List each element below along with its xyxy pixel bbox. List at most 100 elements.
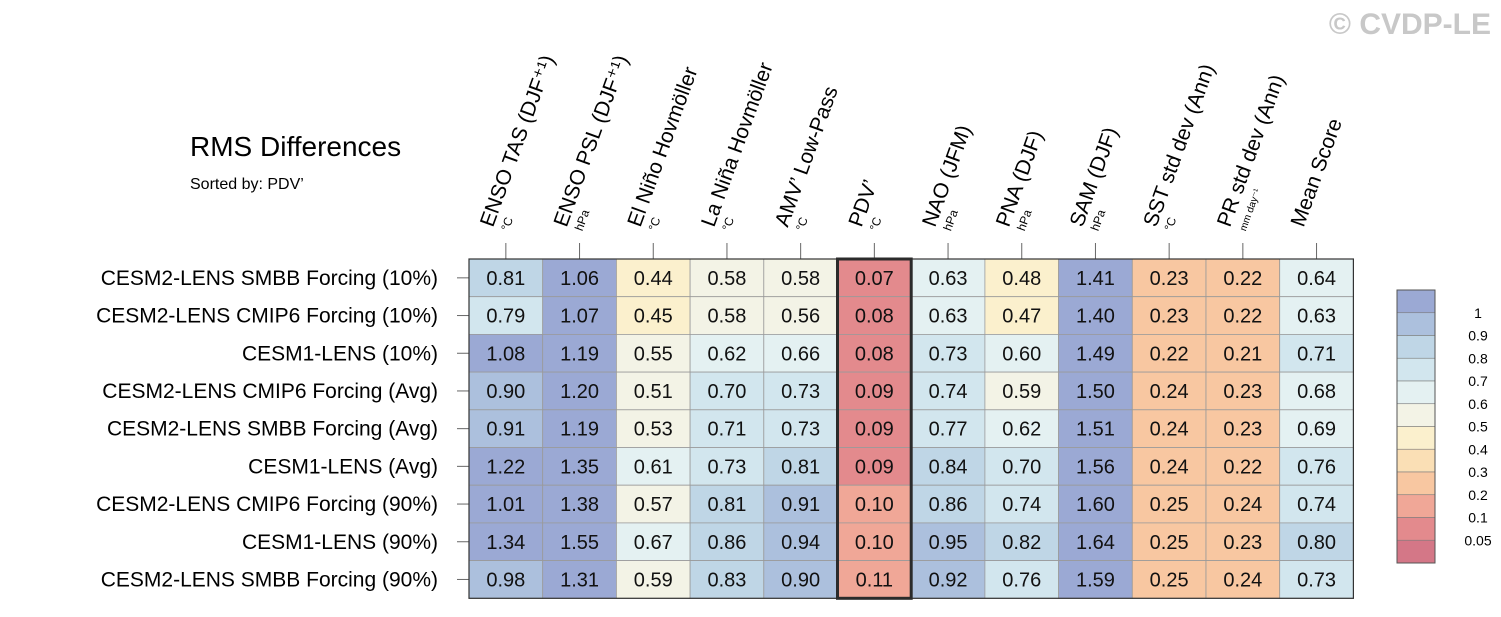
heatmap-cell — [616, 522, 691, 562]
colorbar-tick-label: 0.8 — [1468, 350, 1488, 366]
cell-value-label: 0.23 — [1223, 532, 1262, 554]
heatmap-cell — [689, 447, 765, 486]
heatmap-cell — [763, 447, 838, 486]
heatmap-cell — [984, 371, 1060, 411]
column-header-label: ENSO TAS (DJF⁺¹) — [476, 52, 559, 230]
heatmap-cell — [689, 409, 765, 448]
heatmap-cell — [1205, 333, 1281, 373]
heatmap-cell — [763, 522, 838, 562]
cell-value-label: 1.55 — [560, 532, 599, 554]
heatmap-cell — [837, 484, 912, 524]
colorbar-swatch — [1396, 494, 1436, 518]
column-header: SAM (DJF)hPa — [1066, 124, 1123, 232]
cell-value-label: 1.35 — [560, 456, 599, 478]
colorbar-tick-label: 1 — [1474, 305, 1482, 321]
colorbar-swatch — [1396, 517, 1436, 541]
cell-value-label: 1.56 — [1076, 456, 1115, 478]
cell-value-label: 0.10 — [855, 532, 894, 554]
heatmap-cell — [1131, 333, 1207, 373]
heatmap-cell — [1058, 371, 1133, 411]
heatmap-cell — [910, 522, 986, 562]
cell-value-label: 0.09 — [855, 381, 894, 403]
heatmap-cell — [763, 333, 838, 373]
cell-value-label: 0.86 — [929, 494, 968, 516]
heatmap-cell — [984, 484, 1060, 524]
row-label: CESM1-LENS (Avg) — [248, 455, 438, 478]
cell-value-label: 0.92 — [929, 569, 968, 591]
heatmap-cell — [1279, 484, 1354, 524]
colorbar-swatch — [1396, 471, 1436, 496]
cell-value-label: 0.74 — [1297, 494, 1336, 516]
cell-value-label: 0.51 — [634, 381, 673, 403]
column-headers: ENSO TAS (DJF⁺¹)°C ENSO PSL (DJF⁺¹)hPa El … — [476, 52, 1347, 259]
cell-value-label: 1.22 — [486, 456, 525, 478]
column-unit-label: hPa — [1014, 207, 1035, 232]
heatmap-cell — [542, 447, 617, 486]
cell-value-label: 0.67 — [634, 532, 673, 554]
colorbar-swatch — [1396, 426, 1436, 450]
cell-value-label: 0.81 — [707, 494, 746, 516]
cell-value-label: 0.70 — [707, 381, 746, 403]
cell-value-label: 0.66 — [781, 343, 820, 365]
cell-value-label: 0.63 — [929, 268, 968, 290]
cell-value-label: 0.63 — [929, 306, 968, 328]
cell-value-label: 1.01 — [486, 494, 525, 516]
heatmap-cell — [616, 560, 691, 599]
heatmap-cell — [542, 484, 617, 524]
cell-value-label: 0.11 — [856, 569, 893, 591]
cell-value-label: 1.07 — [560, 306, 599, 328]
heatmap-cell — [468, 560, 544, 599]
row-label: CESM2-LENS SMBB Forcing (10%) — [101, 267, 438, 290]
row-label: CESM2-LENS CMIP6 Forcing (10%) — [96, 305, 438, 328]
heatmap-cell — [837, 560, 912, 599]
cell-value-label: 0.56 — [781, 306, 820, 328]
column-unit-label: °C — [719, 215, 737, 233]
heatmap-cell — [542, 333, 617, 373]
column-unit-label: hPa — [1088, 207, 1109, 232]
cell-value-label: 0.22 — [1223, 268, 1262, 290]
heatmap-cell — [1058, 409, 1133, 448]
heatmap-cell — [1279, 522, 1354, 562]
cell-value-label: 0.62 — [1002, 419, 1041, 441]
cell-value-label: 0.91 — [781, 494, 820, 516]
column-header: Mean Score — [1287, 115, 1347, 229]
column-header-label: AMV’ Low-Pass — [771, 83, 843, 229]
cell-value-label: 0.23 — [1223, 381, 1262, 403]
cell-value-label: 0.60 — [1002, 343, 1041, 365]
cell-value-label: 1.64 — [1076, 532, 1115, 554]
heatmap-cells: 0.81 1.06 0.44 0.58 0.58 0.07 0.63 0.48 1.41 0.23… — [468, 257, 1355, 600]
cell-value-label: 0.58 — [781, 268, 820, 290]
row-labels: CESM2-LENS SMBB Forcing (10%) CESM2-LENS … — [96, 267, 469, 591]
heatmap-cell — [1131, 522, 1207, 562]
cell-value-label: 1.19 — [560, 419, 599, 441]
heatmap-cell — [1205, 484, 1281, 524]
cell-value-label: 0.24 — [1150, 456, 1189, 478]
cell-value-label: 1.51 — [1076, 419, 1115, 441]
cell-value-label: 0.94 — [781, 532, 820, 554]
heatmap-cell — [616, 409, 691, 448]
heatmap-cell — [468, 447, 544, 486]
cell-value-label: 0.08 — [855, 306, 894, 328]
heatmap-cell — [542, 560, 617, 599]
heatmap-cell — [910, 560, 986, 599]
cell-value-label: 0.98 — [486, 569, 525, 591]
row-label: CESM2-LENS SMBB Forcing (90%) — [101, 568, 438, 591]
cell-value-label: 1.08 — [486, 343, 525, 365]
cell-value-label: 0.74 — [929, 381, 968, 403]
cell-value-label: 0.86 — [707, 532, 746, 554]
heatmap-cell — [689, 296, 765, 335]
colorbar-swatch — [1396, 289, 1436, 314]
colorbar-tick-label: 0.4 — [1468, 441, 1488, 457]
cell-value-label: 0.79 — [486, 306, 525, 328]
chart-subtitle: Sorted by: PDV’ — [190, 176, 304, 193]
watermark: © CVDP-LE — [1328, 8, 1491, 41]
cell-value-label: 1.06 — [560, 268, 599, 290]
heatmap-cell — [542, 296, 617, 335]
cell-value-label: 0.22 — [1150, 343, 1189, 365]
heatmap-cell — [1205, 447, 1281, 486]
cell-value-label: 0.08 — [855, 343, 894, 365]
cell-value-label: 0.09 — [855, 456, 894, 478]
heatmap-cell — [468, 371, 544, 411]
cell-value-label: 0.21 — [1223, 343, 1262, 365]
heatmap-cell — [984, 522, 1060, 562]
